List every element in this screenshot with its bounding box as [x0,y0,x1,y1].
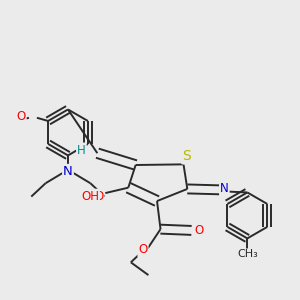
Text: N: N [220,182,229,195]
Text: S: S [182,149,191,164]
Text: CH₃: CH₃ [237,249,258,260]
Text: N: N [63,165,73,178]
Text: OH: OH [81,190,99,203]
Text: O: O [195,224,204,237]
Text: O: O [94,190,104,203]
Text: H: H [77,143,86,157]
Text: O: O [16,110,26,123]
Text: O: O [138,243,148,256]
